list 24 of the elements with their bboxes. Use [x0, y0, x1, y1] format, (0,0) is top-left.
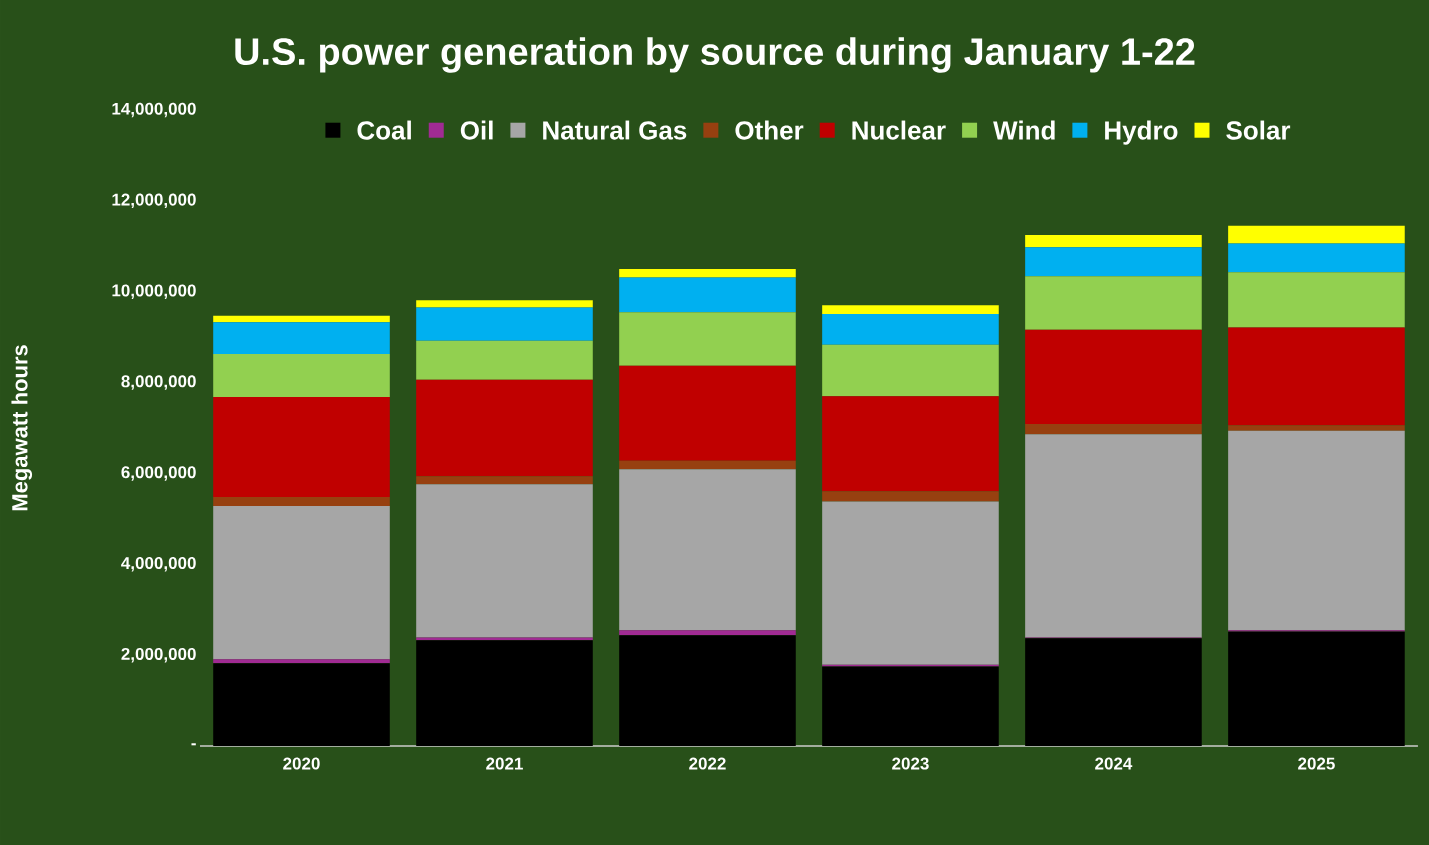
legend-label: Hydro	[1105, 120, 1178, 145]
y-tick-label: 8,000,000	[121, 375, 196, 390]
y-tick-label: 2,000,000	[121, 647, 196, 663]
legend-label: Wind	[993, 120, 1055, 140]
y-tick-label: 4,000,000	[121, 557, 196, 572]
y-tick-label: 12,000,000	[112, 193, 196, 209]
legend-label: Natural Gas	[543, 120, 687, 140]
y-tick-label: 14,000,000	[112, 102, 196, 118]
x-tick-label: 2023	[892, 757, 929, 770]
x-tick-label: 2024	[1095, 757, 1133, 770]
legend-label: Solar	[1226, 120, 1291, 140]
legend-label: Other	[735, 120, 804, 140]
x-tick-label: 2020	[283, 757, 320, 770]
y-axis-title: Megawatt hours	[11, 345, 33, 511]
y-tick-label: -	[191, 743, 196, 746]
x-tick-label: 2021	[486, 757, 523, 770]
legend-label: Coal	[357, 120, 411, 140]
chart-title: U.S. power generation by source during January 1-22	[235, 37, 1195, 73]
x-tick-label: 2022	[689, 757, 726, 770]
y-tick-label: 6,000,000	[121, 466, 196, 481]
x-tick-label: 2025	[1298, 757, 1335, 770]
legend-label: Nuclear	[852, 120, 946, 140]
legend-label: Oil	[460, 120, 493, 140]
y-tick-label: 10,000,000	[112, 284, 196, 299]
